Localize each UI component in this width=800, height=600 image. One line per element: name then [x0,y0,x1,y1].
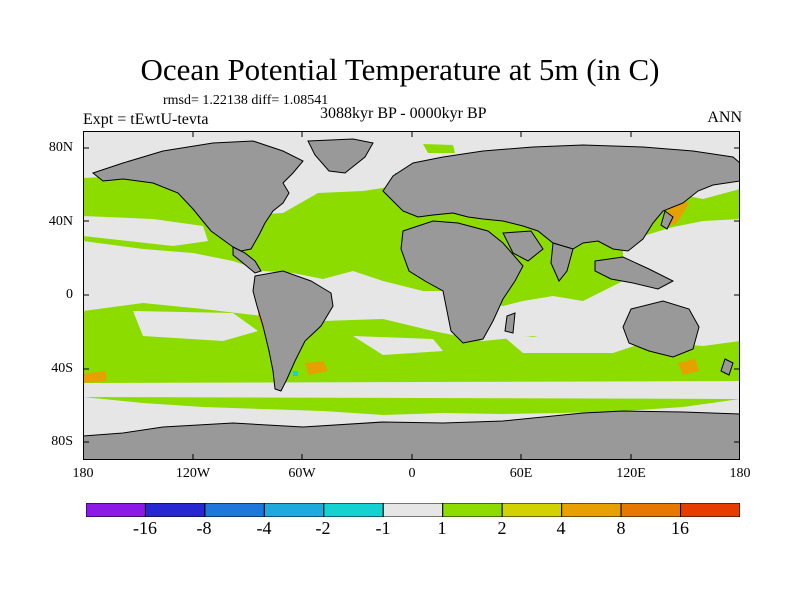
land-greenland [307,138,374,174]
stats-text: rmsd= 1.22138 diff= 1.08541 [163,93,329,108]
land-antarctica [83,410,740,460]
axis-ticks [83,131,740,460]
warm-patch-arctic [423,144,455,153]
lon-label-60e: 60E [509,466,533,481]
lon-label-60w: 60W [288,466,316,481]
colorbar [86,503,740,517]
colorbar-label: 4 [556,518,566,538]
lon-label-120e: 120E [616,466,646,481]
colorbar-swatch [501,503,563,517]
colorbar-label: 2 [497,518,507,538]
land-central-america [232,246,262,274]
land-africa [400,220,524,344]
near-zero-patch-south-atlantic [353,336,443,355]
experiment-label: Expt = tEwtU-tevta [83,111,209,128]
hot-patch-brazil-malvinas [305,361,328,375]
lon-label-0: 0 [408,466,416,481]
land-madagascar [504,312,516,334]
land-southeast-asia-islands [594,256,675,290]
colorbar-swatch [144,503,206,517]
near-zero-patch-indian-ocean [503,336,643,353]
colorbar-swatch [620,503,682,517]
near-zero-ocean-patches [83,216,740,399]
map-panel [83,131,740,460]
lon-label-180e: 180 [729,466,751,481]
colorbar-swatch [442,503,503,517]
colorbar-label: 16 [671,518,689,538]
lat-label-80n: 80N [48,140,73,155]
lon-label-180w: 180 [72,466,94,481]
map-title: Ocean Potential Temperature at 5m (in C) [140,52,660,87]
season-label: ANN [707,109,742,126]
period-label: 3088kyr BP - 0000kyr BP [320,105,487,122]
lat-label-equator: 0 [66,287,73,302]
land-arabia [502,230,544,262]
colorbar-label: -1 [375,518,391,538]
hot-patch-tasman [678,359,699,375]
colorbar-label: -4 [256,518,272,538]
near-zero-patch-south-pacific [133,311,258,341]
lat-label-40s: 40S [51,361,73,376]
cold-patch-argentine-basin [293,371,298,376]
land-masses [83,138,740,460]
lon-label-120w: 120W [175,466,211,481]
colorbar-label: 8 [616,518,626,538]
near-zero-patch-southern-ocean [83,381,740,399]
colorbar-label: -16 [133,518,157,538]
land-new-zealand [720,358,734,376]
land-australia [622,300,700,358]
land-eurasia [382,144,740,252]
land-japan [660,210,674,230]
colorbar-label: 1 [437,518,447,538]
lat-label-40n: 40N [48,214,73,229]
colorbar-swatch [204,503,265,517]
near-zero-patch-north-pacific-west [648,249,740,273]
near-zero-patch-east-pacific [83,216,208,246]
colorbar-swatch [382,503,444,517]
land-south-america [252,270,334,392]
land-north-america [91,140,304,252]
colorbar-label: -8 [196,518,212,538]
colorbar-swatch [263,503,325,517]
colorbar-swatch [561,503,622,517]
colorbar-swatch [86,503,146,517]
hot-patch-southwest-pacific [83,371,107,383]
colorbar-swatch [680,503,740,517]
colorbar-swatch [323,503,384,517]
lat-label-80s: 80S [51,434,73,449]
colorbar-label: -2 [315,518,331,538]
land-india [550,242,574,282]
